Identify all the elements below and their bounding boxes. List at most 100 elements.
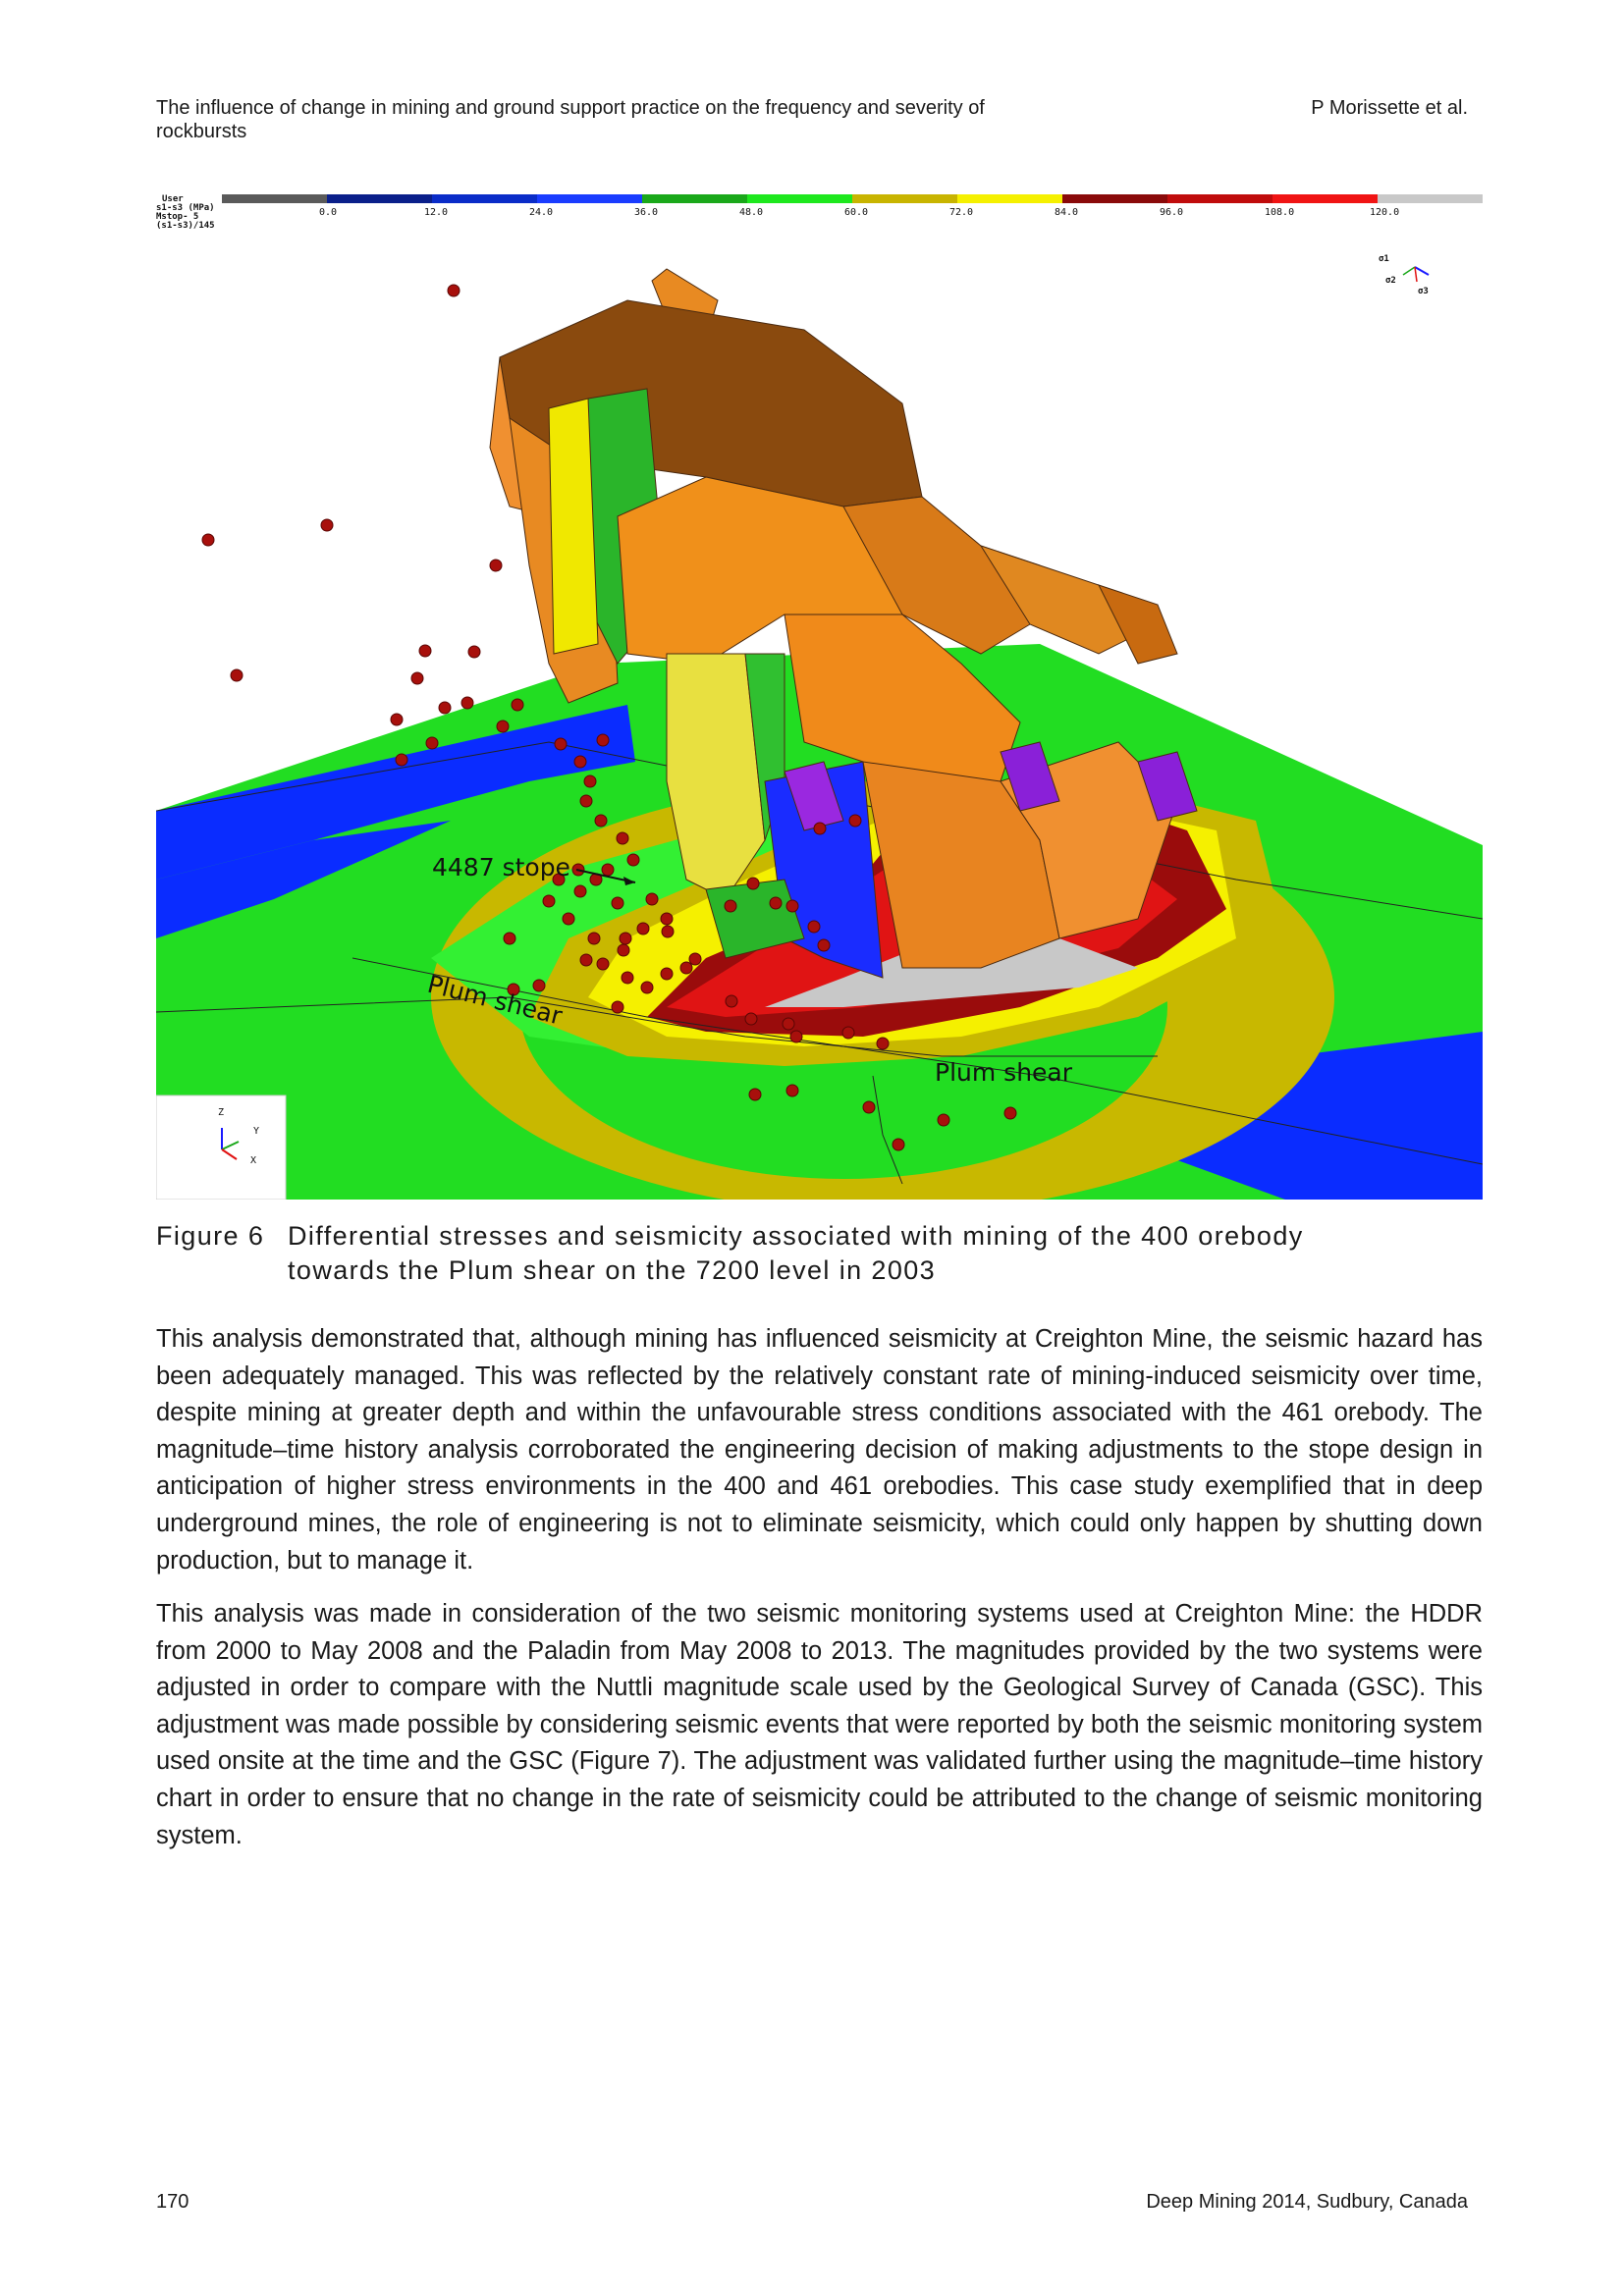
seismic-event-marker xyxy=(511,698,524,712)
seismic-event-marker xyxy=(395,753,408,767)
stress-legend: User s1-s3 (MPa) Mstop- 5 (s1-s3)/145 0.… xyxy=(156,194,1483,231)
axis-z-label: Z xyxy=(218,1107,224,1118)
legend-label-2: s1-s3 (MPa) xyxy=(156,203,215,213)
legend-swatch xyxy=(852,194,958,203)
seismic-event-marker xyxy=(862,1100,876,1114)
running-header-authors: P Morissette et al. xyxy=(1311,97,1468,119)
seismic-event-marker xyxy=(748,1088,762,1101)
legend-label-1: User xyxy=(162,194,184,204)
legend-tick-label: 60.0 xyxy=(844,207,868,218)
legend-swatch xyxy=(222,194,328,203)
body-paragraph-1: This analysis demonstrated that, althoug… xyxy=(156,1325,1483,1575)
seismic-event-marker xyxy=(744,1012,758,1026)
seismic-event-marker xyxy=(594,814,608,828)
seismic-event-marker xyxy=(813,822,827,835)
figure-caption: Figure 6 Differential stresses and seismi… xyxy=(156,1219,1491,1288)
seismic-event-marker xyxy=(679,961,693,975)
blue-zone-left xyxy=(156,705,635,880)
legend-tick-label: 0.0 xyxy=(319,207,337,218)
sigma1-label: σ1 xyxy=(1379,254,1389,264)
legend-tick-label: 96.0 xyxy=(1160,207,1183,218)
axis-x-label: X xyxy=(250,1155,256,1166)
seismic-event-marker xyxy=(876,1037,890,1050)
seismic-event-marker xyxy=(619,932,632,945)
legend-swatch xyxy=(642,194,748,203)
legend-tick-label: 108.0 xyxy=(1265,207,1294,218)
seismic-event-marker xyxy=(661,925,675,938)
seismic-event-marker xyxy=(611,1000,624,1014)
seismic-event-marker xyxy=(201,533,215,547)
legend-swatch xyxy=(432,194,538,203)
legend-swatch xyxy=(537,194,643,203)
seismic-event-marker xyxy=(552,873,566,886)
sigma3-label: σ3 xyxy=(1418,287,1429,296)
stope-label: 4487 stope xyxy=(432,853,570,881)
seismic-event-marker xyxy=(616,831,629,845)
legend-tick-label: 48.0 xyxy=(739,207,763,218)
seismic-event-marker xyxy=(489,559,503,572)
seismic-event-marker xyxy=(769,896,783,910)
plum-shear-label-right: Plum shear xyxy=(935,1058,1073,1087)
seismic-event-marker xyxy=(507,983,520,996)
seismic-event-marker xyxy=(848,814,862,828)
seismic-event-marker xyxy=(587,932,601,945)
seismic-event-marker xyxy=(425,736,439,750)
seismic-event-marker xyxy=(390,713,404,726)
seismic-event-marker xyxy=(746,877,760,890)
stress-direction-triad: σ1 σ2 σ3 xyxy=(1379,254,1430,296)
seismic-event-marker xyxy=(617,943,630,957)
legend-tick-label: 72.0 xyxy=(949,207,973,218)
figure-number: Figure 6 xyxy=(156,1221,265,1251)
seismic-event-marker xyxy=(807,920,821,934)
seismic-event-marker xyxy=(789,1030,803,1043)
seismic-event-marker xyxy=(611,896,624,910)
seismic-event-marker xyxy=(892,1138,905,1151)
legend-tick-label: 24.0 xyxy=(529,207,553,218)
legend-tick-label: 120.0 xyxy=(1370,207,1399,218)
caption-line-1: Differential stresses and seismicity ass… xyxy=(288,1221,1304,1251)
seismic-event-marker xyxy=(636,922,650,935)
seismic-event-marker xyxy=(583,774,597,788)
legend-label-4: (s1-s3)/145 xyxy=(156,221,215,231)
seismic-event-marker xyxy=(562,912,575,926)
seismic-event-marker xyxy=(724,899,737,913)
seismic-event-marker xyxy=(542,894,556,908)
legend-swatch xyxy=(1062,194,1168,203)
seismic-event-marker xyxy=(554,737,568,751)
seismic-event-marker xyxy=(579,794,593,808)
seismic-event-marker xyxy=(532,979,546,992)
seismic-event-marker xyxy=(320,518,334,532)
seismic-event-marker xyxy=(573,884,587,898)
seismic-event-marker xyxy=(660,912,674,926)
seismic-event-marker xyxy=(841,1026,855,1040)
seismic-event-marker xyxy=(410,671,424,685)
seismic-event-marker xyxy=(937,1113,950,1127)
legend-swatch xyxy=(1378,194,1483,203)
seismic-event-marker xyxy=(230,668,244,682)
legend-swatch xyxy=(747,194,853,203)
caption-line-2: towards the Plum shear on the 7200 level… xyxy=(288,1255,937,1285)
seismic-event-marker xyxy=(438,701,452,715)
seismic-event-marker xyxy=(785,899,799,913)
legend-swatch xyxy=(1272,194,1379,203)
axis-triad: Z Y X xyxy=(156,1095,287,1200)
seismic-event-marker xyxy=(418,644,432,658)
legend-tick-label: 84.0 xyxy=(1055,207,1078,218)
seismic-events xyxy=(201,284,1017,1151)
seismic-event-marker xyxy=(645,892,659,906)
seismic-event-marker xyxy=(725,994,738,1008)
seismic-event-marker xyxy=(573,755,587,769)
seismic-event-marker xyxy=(579,953,593,967)
seismic-event-marker xyxy=(621,971,634,985)
seismic-event-marker xyxy=(601,863,615,877)
blue-zone-left-lower xyxy=(156,821,451,938)
legend-swatch xyxy=(957,194,1063,203)
legend-tick-label: 12.0 xyxy=(424,207,448,218)
seismic-event-marker xyxy=(460,696,474,710)
seismic-event-marker xyxy=(496,720,510,733)
contour-grey xyxy=(765,938,1138,1007)
seismic-event-marker xyxy=(447,284,460,297)
seismic-event-marker xyxy=(1003,1106,1017,1120)
legend-label-3: Mstop- 5 xyxy=(156,212,198,222)
seismic-event-marker xyxy=(660,967,674,981)
